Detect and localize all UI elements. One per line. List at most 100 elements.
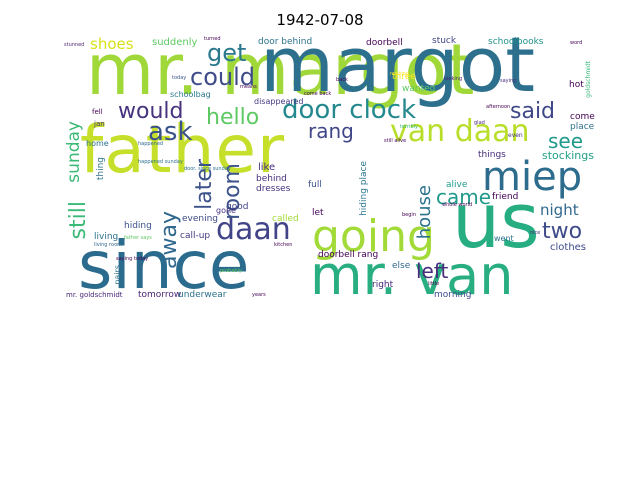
word-begin: begin <box>402 212 416 218</box>
word-good: good <box>226 202 249 212</box>
word-come: come <box>570 112 595 122</box>
word-schoolbag: schoolbag <box>170 90 211 99</box>
word-still-alive: still alive <box>384 138 407 144</box>
word-suddenly: suddenly <box>152 37 198 48</box>
word-rang: rang <box>308 119 354 143</box>
word-came: came <box>436 185 492 209</box>
word-gone: gone <box>216 206 236 215</box>
word-little: little <box>428 281 440 287</box>
word-pairs: pairs <box>113 265 122 285</box>
word-get: get <box>207 39 247 67</box>
word-happened: happened <box>138 141 164 147</box>
word-come-back: come back <box>304 91 332 97</box>
word-happened-sunday: happened sunday <box>138 159 183 165</box>
word-van-daan: van daan <box>390 114 530 149</box>
word-even: even <box>508 132 523 139</box>
word-stunned: stunned <box>64 42 85 48</box>
word-thing: thing <box>96 157 106 181</box>
word-mr-goldschmidt: mr. goldschmidt <box>66 291 123 299</box>
word-home: home <box>86 139 109 148</box>
word-would: would <box>118 99 184 124</box>
word-friend: friend <box>492 192 519 202</box>
word-went: went <box>494 234 514 243</box>
word-today: today <box>172 75 187 81</box>
word-fell: fell <box>92 108 103 116</box>
word-things: things <box>478 150 506 160</box>
word-place: place <box>570 122 595 132</box>
word-us: us <box>452 176 540 265</box>
word-tomorrow: tomorrow <box>138 290 182 300</box>
word-kitchen: kitchen <box>274 242 293 248</box>
word-living-room: living room <box>94 242 122 248</box>
word-wanted: wanted <box>402 84 436 94</box>
word-father: father <box>80 111 286 188</box>
word-shoes: shoes <box>90 35 134 53</box>
word-afternoon: afternoon <box>486 104 511 110</box>
word-nice: nice <box>530 230 541 236</box>
word-let: let <box>312 208 324 218</box>
word-back: back <box>336 77 348 83</box>
word-mr-margot: mr. margot <box>86 35 475 111</box>
word-looking: looking <box>444 76 463 82</box>
word-goldschmidt: goldschmidt <box>585 61 592 98</box>
word-nothing: nothing <box>390 71 410 77</box>
word-hello: hello <box>206 105 260 130</box>
word-hiding-place: hiding place <box>359 161 369 216</box>
word-house: house <box>414 185 435 240</box>
word-means: means <box>240 84 257 90</box>
word-terribly: terribly <box>400 124 418 130</box>
word-years: years <box>252 292 266 298</box>
word-mr-van: mr. van <box>310 244 514 307</box>
word-evening: evening <box>182 214 219 224</box>
word-glad: glad <box>474 120 485 126</box>
word-morning: morning <box>434 290 472 300</box>
word-door-clock: door clock <box>282 95 417 125</box>
word-alive: alive <box>446 180 468 190</box>
word-miep: miep <box>482 154 583 200</box>
figure-title: 1942-07-08 <box>276 11 364 29</box>
word-call-up: call-up <box>180 231 211 241</box>
word-stockings: stockings <box>542 149 594 162</box>
word-underwear: underwear <box>178 290 227 300</box>
word-night: night <box>540 201 579 219</box>
word-living: living <box>94 232 119 242</box>
word-disappeared: disappeared <box>254 97 304 106</box>
word-probably: probably <box>220 268 242 274</box>
word-hot: hot <box>569 80 584 90</box>
word-saying: saying <box>500 78 517 84</box>
word-father-says: father says <box>124 235 152 241</box>
word-doorbell: doorbell <box>366 38 403 48</box>
word-schoolbooks: schoolbooks <box>488 37 544 47</box>
word-like: like <box>258 162 276 173</box>
word-called: called <box>272 214 299 224</box>
word-daan: daan <box>216 212 291 247</box>
word-stuck: stuck <box>432 36 457 46</box>
word-turned: turned <box>204 36 221 42</box>
word-doorbell-rang: doorbell rang <box>318 250 379 260</box>
word-away: away <box>157 211 182 269</box>
word-see: see <box>548 129 584 153</box>
word-jan: jan <box>94 120 105 128</box>
word-sunday: sunday <box>64 121 84 183</box>
word-three: three <box>392 72 416 82</box>
word-left: left <box>416 259 449 283</box>
word-since: since <box>78 227 250 304</box>
word-right: right <box>372 280 394 290</box>
word-dresses: dresses <box>256 184 291 194</box>
word-full: full <box>308 180 322 190</box>
word-still: still <box>66 201 91 240</box>
word-behind: behind <box>256 174 287 184</box>
word-said: said <box>510 99 556 124</box>
word-hiding: hiding <box>124 221 152 231</box>
word-going: going <box>312 211 435 262</box>
word-door-behind: door behind <box>258 37 313 47</box>
word-ask: ask <box>148 117 193 147</box>
word-could: could <box>190 63 255 91</box>
word-word: word <box>570 40 583 46</box>
word-whole-world: whole world <box>442 202 473 208</box>
word-margot: margot <box>260 35 536 109</box>
word-two: two <box>542 219 583 244</box>
word-cloud: father mr. margot margot since us mr. va… <box>64 35 600 317</box>
word-door-sunday: door. since sunday <box>184 166 231 172</box>
word-clothes: clothes <box>550 242 587 253</box>
